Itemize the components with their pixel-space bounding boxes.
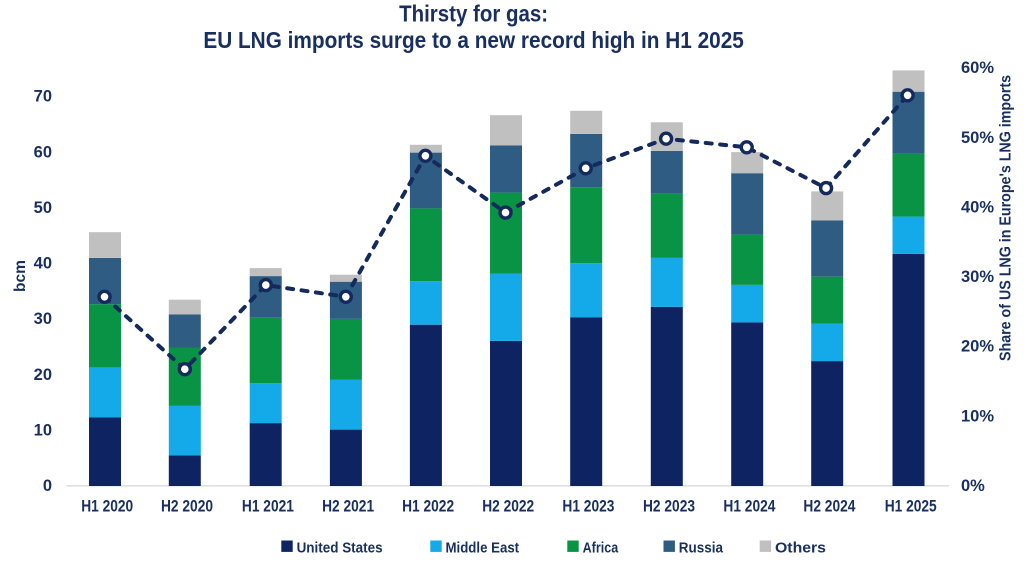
svg-text:60%: 60% — [961, 59, 994, 77]
svg-text:0: 0 — [43, 477, 52, 495]
svg-text:EU LNG imports surge to a new: EU LNG imports surge to a new record hig… — [203, 27, 744, 53]
svg-text:United States: United States — [297, 541, 383, 557]
svg-text:Others: Others — [775, 541, 826, 557]
svg-text:H1 2024: H1 2024 — [723, 497, 775, 516]
svg-text:60: 60 — [34, 143, 52, 161]
svg-text:H2 2020: H2 2020 — [161, 497, 213, 516]
svg-text:H1 2021: H1 2021 — [242, 497, 294, 516]
svg-text:H1 2025: H1 2025 — [885, 497, 937, 516]
svg-text:10%: 10% — [961, 407, 994, 425]
svg-text:50: 50 — [34, 199, 52, 217]
svg-text:50%: 50% — [961, 129, 994, 147]
svg-text:70: 70 — [34, 88, 52, 106]
svg-text:30: 30 — [34, 310, 52, 328]
svg-text:H2 2021: H2 2021 — [322, 497, 374, 516]
svg-text:H1 2023: H1 2023 — [562, 497, 614, 516]
svg-text:Middle East: Middle East — [446, 541, 520, 557]
svg-text:bcm: bcm — [12, 260, 29, 292]
svg-text:40%: 40% — [961, 198, 994, 216]
svg-text:Thirsty for gas:: Thirsty for gas: — [399, 0, 548, 26]
svg-text:Share of US LNG in Europe's LN: Share of US LNG in Europe's LNG imports — [998, 75, 1015, 361]
svg-text:H1 2020: H1 2020 — [81, 497, 133, 516]
svg-text:10: 10 — [34, 421, 52, 439]
svg-text:Russia: Russia — [679, 541, 724, 557]
svg-text:20%: 20% — [961, 338, 994, 356]
svg-text:H1 2022: H1 2022 — [402, 497, 454, 516]
svg-text:H2 2022: H2 2022 — [482, 497, 534, 516]
svg-text:Africa: Africa — [583, 541, 619, 557]
svg-text:H2 2024: H2 2024 — [803, 497, 855, 516]
svg-text:H2 2023: H2 2023 — [643, 497, 695, 516]
svg-text:20: 20 — [34, 366, 52, 384]
svg-text:0%: 0% — [961, 477, 985, 495]
svg-text:40: 40 — [34, 255, 52, 273]
svg-text:30%: 30% — [961, 268, 994, 286]
